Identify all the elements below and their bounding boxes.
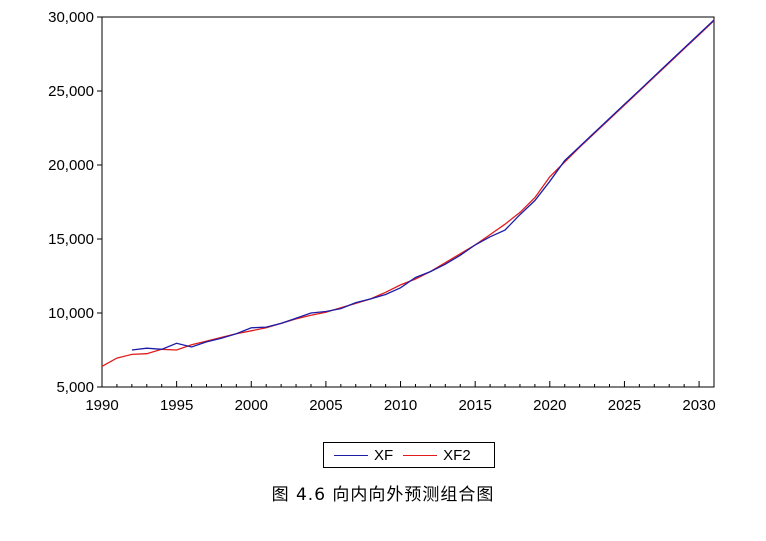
y-tick-label: 30,000 xyxy=(48,9,94,26)
y-tick-label: 25,000 xyxy=(48,83,94,100)
y-tick-label: 20,000 xyxy=(48,157,94,174)
x-axis: 1990 1995 2000 2005 2010 2015 2020 2025 2030 xyxy=(85,381,716,414)
x-tick-label: 1995 xyxy=(160,397,193,414)
y-axis: 5,000 10,000 15,000 20,000 25,000 30,000 xyxy=(48,9,102,396)
line-chart: 1990 1995 2000 2005 2010 2015 2020 2025 2030 5,0… xyxy=(48,9,716,414)
y-tick-label: 5,000 xyxy=(56,379,94,396)
legend: XF XF2 xyxy=(323,442,495,468)
series-line-xf2 xyxy=(101,20,715,367)
legend-swatch-xf2 xyxy=(403,454,438,456)
x-tick-label: 2030 xyxy=(682,397,715,414)
x-tick-label: 2025 xyxy=(608,397,641,414)
x-tick-label: 2015 xyxy=(458,397,491,414)
series-layer xyxy=(101,19,715,367)
x-tick-label: 1990 xyxy=(85,397,118,414)
legend-label-xf2: XF2 xyxy=(443,446,471,464)
legend-label-xf: XF xyxy=(374,446,394,464)
x-tick-label: 2010 xyxy=(384,397,417,414)
legend-swatch-xf xyxy=(334,454,368,456)
plot-frame xyxy=(101,16,715,388)
y-tick-label: 15,000 xyxy=(48,231,94,248)
series-line-xf xyxy=(131,19,715,351)
x-tick-label: 2005 xyxy=(309,397,342,414)
x-tick-label: 2000 xyxy=(235,397,268,414)
legend-item-xf2: XF2 xyxy=(403,447,471,464)
y-tick-label: 10,000 xyxy=(48,305,94,322)
figure-caption: 图 4.6 向内向外预测组合图 xyxy=(271,485,495,505)
legend-item-xf: XF xyxy=(334,447,393,464)
x-tick-label: 2020 xyxy=(533,397,566,414)
